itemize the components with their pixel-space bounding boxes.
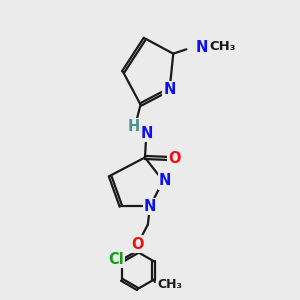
Text: CH₃: CH₃ [157, 278, 182, 291]
Text: N: N [159, 173, 172, 188]
Text: O: O [168, 151, 181, 166]
Text: O: O [131, 236, 144, 251]
Text: CH₃: CH₃ [209, 40, 236, 52]
Text: N: N [144, 199, 156, 214]
Text: H: H [127, 119, 140, 134]
Text: Cl: Cl [108, 251, 124, 266]
Text: N: N [164, 82, 176, 97]
Text: N: N [140, 126, 153, 141]
Text: N: N [195, 40, 208, 55]
